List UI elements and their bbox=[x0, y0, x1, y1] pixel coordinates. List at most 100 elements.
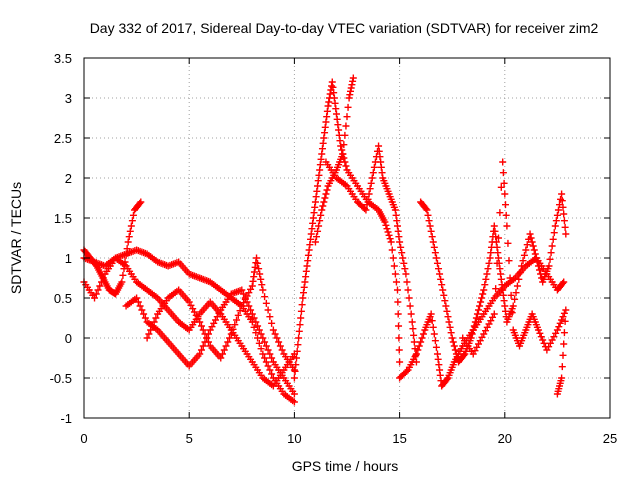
data-point-track-f bbox=[320, 134, 328, 142]
data-point-track-i bbox=[415, 342, 423, 350]
data-point-track-f bbox=[336, 137, 344, 145]
data-point-track-j bbox=[511, 295, 519, 303]
data-point-track-j bbox=[554, 206, 562, 214]
data-point-track-k bbox=[553, 326, 561, 334]
data-point-track-k bbox=[559, 313, 567, 321]
data-point-track-j bbox=[529, 242, 537, 250]
data-point-track-j bbox=[520, 251, 528, 259]
y-tick-label: -1 bbox=[60, 411, 72, 426]
y-axis-label: SDTVAR / TECUs bbox=[8, 182, 24, 294]
data-point-track-i bbox=[559, 279, 567, 287]
data-point-track-c bbox=[98, 278, 106, 286]
data-point-track-j bbox=[469, 326, 477, 334]
data-point-track-f bbox=[318, 150, 326, 158]
data-point-track-f bbox=[319, 139, 327, 147]
data-point-track-j bbox=[460, 351, 468, 359]
data-point-track-c bbox=[99, 274, 107, 282]
data-point-track-h bbox=[396, 238, 404, 246]
data-point-track-f bbox=[337, 142, 345, 150]
data-point-track-d bbox=[136, 302, 144, 310]
data-point-track-g bbox=[320, 198, 328, 206]
data-point-track-f bbox=[307, 235, 315, 243]
data-point-track-i bbox=[428, 317, 436, 325]
data-point-track-e bbox=[259, 286, 267, 294]
data-point-track-k bbox=[536, 329, 544, 337]
data-point-track-k bbox=[562, 306, 570, 314]
data-point-track-e bbox=[224, 338, 232, 346]
data-point-track-j bbox=[500, 297, 508, 305]
data-point-track-e bbox=[143, 334, 151, 342]
data-point-track-f bbox=[299, 294, 307, 302]
data-point-track-j bbox=[548, 242, 556, 250]
data-point-track-b bbox=[290, 398, 298, 406]
data-point-track-f bbox=[330, 94, 338, 102]
data-point-track-k bbox=[503, 222, 511, 230]
data-point-track-j bbox=[556, 201, 564, 209]
data-point-track-f bbox=[297, 314, 305, 322]
data-point-track-j bbox=[437, 275, 445, 283]
data-point-track-j bbox=[512, 289, 520, 297]
data-point-track-j bbox=[536, 266, 544, 274]
data-point-track-a bbox=[125, 233, 133, 241]
data-point-track-j bbox=[433, 259, 441, 267]
data-point-track-e bbox=[229, 325, 237, 333]
data-point-track-e bbox=[197, 322, 205, 330]
data-point-track-i bbox=[436, 371, 444, 379]
data-point-track-f bbox=[393, 286, 401, 294]
data-point-track-j bbox=[490, 222, 498, 230]
y-tick-label: 0.5 bbox=[54, 291, 72, 306]
data-point-track-f bbox=[331, 99, 339, 107]
data-point-track-j bbox=[558, 197, 566, 205]
data-point-track-j bbox=[533, 258, 541, 266]
data-point-track-f bbox=[334, 121, 342, 129]
data-point-track-f bbox=[383, 225, 391, 233]
data-point-track-j bbox=[519, 257, 527, 265]
data-point-track-j bbox=[551, 222, 559, 230]
data-point-track-f bbox=[313, 187, 321, 195]
data-point-track-i bbox=[560, 278, 568, 286]
data-point-track-h bbox=[365, 190, 373, 198]
y-tick-label: 1.5 bbox=[54, 211, 72, 226]
data-point-track-j bbox=[477, 298, 485, 306]
data-point-track-k bbox=[502, 211, 510, 219]
data-point-track-j bbox=[498, 281, 506, 289]
data-point-track-j bbox=[545, 262, 553, 270]
data-point-track-i bbox=[412, 350, 420, 358]
data-point-track-j bbox=[483, 270, 491, 278]
data-point-track-k bbox=[493, 259, 501, 267]
data-point-track-d bbox=[140, 310, 148, 318]
data-point-track-g bbox=[343, 113, 351, 121]
data-point-track-g bbox=[321, 194, 329, 202]
data-point-track-a bbox=[129, 211, 137, 219]
data-point-track-b bbox=[262, 358, 270, 366]
data-point-track-f bbox=[294, 341, 302, 349]
data-point-track-f bbox=[307, 230, 315, 238]
data-point-track-j bbox=[561, 223, 569, 231]
data-point-track-e bbox=[257, 275, 265, 283]
data-point-track-h bbox=[377, 163, 385, 171]
data-point-track-e bbox=[150, 318, 158, 326]
data-point-track-k bbox=[539, 336, 547, 344]
data-point-track-i bbox=[417, 338, 425, 346]
data-point-track-k bbox=[506, 274, 514, 282]
data-point-track-d bbox=[268, 354, 276, 362]
data-point-track-j bbox=[547, 249, 555, 257]
data-point-track-k bbox=[540, 339, 548, 347]
data-point-track-j bbox=[445, 318, 453, 326]
data-point-track-a bbox=[127, 222, 135, 230]
data-point-track-e bbox=[204, 338, 212, 346]
x-tick-label: 5 bbox=[186, 431, 193, 446]
data-point-track-i bbox=[433, 350, 441, 358]
data-point-track-j bbox=[476, 302, 484, 310]
data-point-track-d bbox=[255, 326, 263, 334]
data-point-track-d bbox=[261, 338, 269, 346]
data-point-track-f bbox=[395, 346, 403, 354]
data-point-track-f bbox=[295, 334, 303, 342]
y-tick-label: 3.5 bbox=[54, 51, 72, 66]
data-point-track-e bbox=[219, 350, 227, 358]
data-point-track-c bbox=[96, 282, 104, 290]
data-point-track-e bbox=[255, 265, 263, 273]
data-point-track-j bbox=[436, 270, 444, 278]
data-point-track-j bbox=[526, 230, 534, 238]
data-point-track-k bbox=[502, 201, 510, 209]
